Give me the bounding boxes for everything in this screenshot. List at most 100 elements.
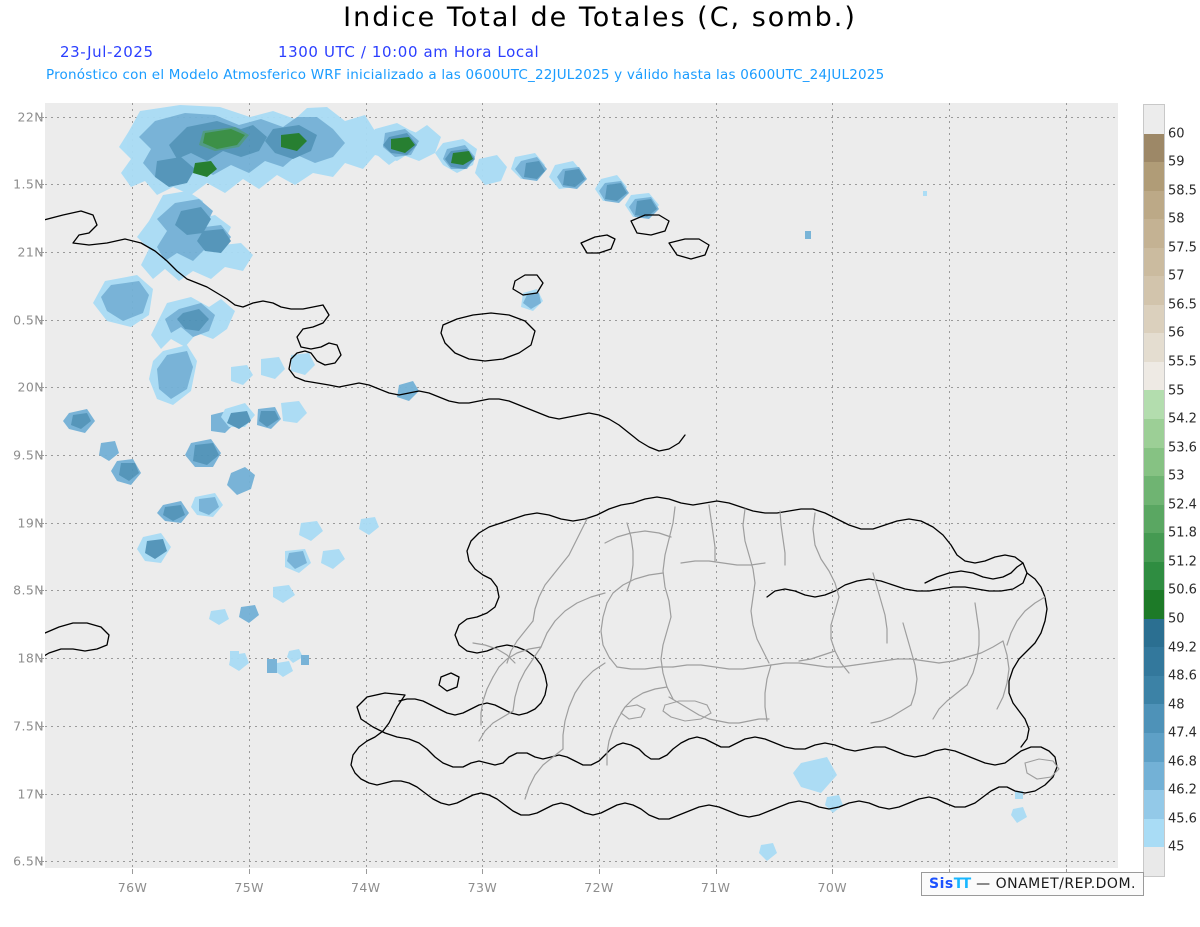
colorbar-tick-label: 58 xyxy=(1168,211,1185,227)
colorbar-band xyxy=(1144,304,1164,334)
logo-sis-text: Sis xyxy=(929,876,954,892)
lat-lon-gridlines xyxy=(45,103,1118,868)
colorbar-band xyxy=(1144,847,1164,876)
y-axis-tick-label: 9.5N xyxy=(13,447,44,463)
colorbar-band xyxy=(1144,533,1164,562)
colorbar-band xyxy=(1144,761,1164,791)
colorbar-tick-label: 50.6 xyxy=(1168,582,1197,598)
colorbar-band xyxy=(1144,133,1164,163)
colorbar-band xyxy=(1144,162,1164,191)
forecast-date: 23-Jul-2025 xyxy=(60,43,154,61)
colorbar-band xyxy=(1144,190,1164,220)
logo-tt-text: TT xyxy=(953,876,971,892)
colorbar-tick-label: 45 xyxy=(1168,839,1185,855)
colorbar-tick-label: 46.8 xyxy=(1168,754,1197,770)
colorbar-tick-label: 58.5 xyxy=(1168,183,1197,199)
x-axis-tick xyxy=(832,869,834,874)
gridline-vertical xyxy=(365,103,367,868)
gridline-horizontal xyxy=(45,184,1118,186)
subtitle-line: 23-Jul-2025 1300 UTC / 10:00 am Hora Loc… xyxy=(0,43,1200,63)
map-geometry xyxy=(45,105,1060,861)
gridline-vertical xyxy=(832,103,834,868)
x-axis-tick xyxy=(482,869,484,874)
gridline-horizontal xyxy=(45,590,1118,592)
colorbar-tick-label: 54.2 xyxy=(1168,411,1197,427)
colorbar-band xyxy=(1144,675,1164,705)
colorbar-tick-label: 50 xyxy=(1168,611,1185,627)
x-axis-tick-label: 75W xyxy=(234,880,264,895)
page-title: Indice Total de Totales (C, somb.) xyxy=(343,2,857,33)
x-axis-tick xyxy=(365,869,367,874)
shading-layer xyxy=(63,105,1027,861)
colorbar-band xyxy=(1144,818,1164,848)
colorbar-band xyxy=(1144,590,1164,619)
colorbar-band xyxy=(1144,276,1164,305)
y-axis-tick-label: 6.5N xyxy=(13,853,44,869)
y-axis-tick xyxy=(39,793,44,795)
gridline-vertical xyxy=(482,103,484,868)
y-axis-tick-label: 8.5N xyxy=(13,582,44,598)
gridline-horizontal xyxy=(45,251,1118,253)
gridline-horizontal xyxy=(45,658,1118,660)
colorbar-band xyxy=(1144,105,1164,134)
y-axis-tick-label: 7.5N xyxy=(13,718,44,734)
colorbar-band xyxy=(1144,419,1164,448)
y-axis-tick xyxy=(39,319,44,321)
colorbar-tick-label: 45.6 xyxy=(1168,811,1197,827)
colorbar-tick-label: 51.2 xyxy=(1168,554,1197,570)
colorbar-band xyxy=(1144,219,1164,248)
colorbar-band xyxy=(1144,561,1164,591)
colorbar-tick-label: 53 xyxy=(1168,468,1185,484)
gridline-vertical xyxy=(132,103,134,868)
x-axis-tick xyxy=(132,869,134,874)
colorbar-tick-label: 52.4 xyxy=(1168,497,1197,513)
colorbar-tick-label: 59 xyxy=(1168,154,1185,170)
gridline-horizontal xyxy=(45,793,1118,795)
colorbar-tick-label: 56.5 xyxy=(1168,297,1197,313)
y-axis-tick-label: 20N xyxy=(17,379,44,395)
model-footnote: Pronóstico con el Modelo Atmosferico WRF… xyxy=(46,67,885,83)
y-axis-tick-label: 17N xyxy=(17,786,44,802)
y-axis-tick xyxy=(39,590,44,592)
agency-logo: Sis TT — ONAMET/REP.DOM. xyxy=(921,872,1144,896)
colorbar[interactable] xyxy=(1144,105,1164,876)
colorbar-tick-label: 53.6 xyxy=(1168,440,1197,456)
map-plot-area[interactable] xyxy=(45,103,1118,868)
colorbar-band xyxy=(1144,476,1164,505)
x-axis-tick-label: 71W xyxy=(700,880,731,895)
colorbar-tick-label: 47.4 xyxy=(1168,725,1197,741)
x-axis-tick-label: 76W xyxy=(117,880,148,895)
colorbar-band xyxy=(1144,361,1164,391)
colorbar-frame xyxy=(1143,104,1165,877)
gridline-horizontal xyxy=(45,725,1118,727)
colorbar-tick-label: 46.2 xyxy=(1168,782,1197,798)
y-axis-tick xyxy=(39,861,44,863)
y-axis-tick xyxy=(39,658,44,660)
colorbar-tick-label: 51.8 xyxy=(1168,525,1197,541)
y-axis-tick xyxy=(39,387,44,389)
gridline-vertical xyxy=(598,103,600,868)
gridline-horizontal xyxy=(45,522,1118,524)
colorbar-band xyxy=(1144,733,1164,762)
y-axis-tick-label: 0.5N xyxy=(13,312,44,328)
colorbar-band xyxy=(1144,333,1164,362)
colorbar-tick-label: 48 xyxy=(1168,697,1185,713)
gridline-vertical xyxy=(1065,103,1067,868)
x-axis-tick-label: 70W xyxy=(817,880,847,895)
y-axis-tick-label: 22N xyxy=(17,109,44,125)
x-axis-tick xyxy=(715,869,717,874)
colorbar-tick-label: 48.6 xyxy=(1168,668,1197,684)
province-boundary-layer xyxy=(472,504,1046,800)
colorbar-tick-label: 49.2 xyxy=(1168,640,1197,656)
gridline-horizontal xyxy=(45,861,1118,863)
lake-layer xyxy=(620,700,1060,780)
colorbar-band xyxy=(1144,247,1164,277)
colorbar-tick-label: 60 xyxy=(1168,126,1185,142)
y-axis-tick xyxy=(39,184,44,186)
gridline-horizontal xyxy=(45,387,1118,389)
colorbar-band xyxy=(1144,447,1164,477)
colorbar-tick-label: 57 xyxy=(1168,268,1185,284)
y-axis-tick xyxy=(39,522,44,524)
colorbar-tick-label: 55 xyxy=(1168,383,1185,399)
colorbar-band xyxy=(1144,790,1164,819)
